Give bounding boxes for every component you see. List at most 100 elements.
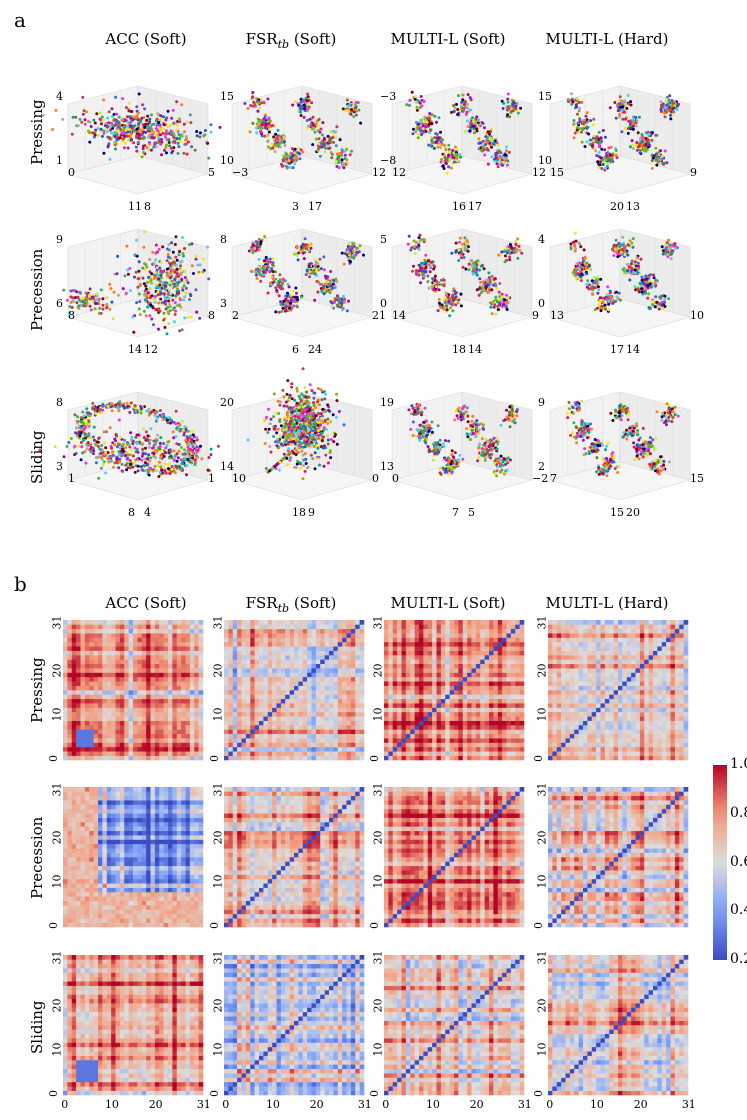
scatter-point <box>349 103 353 107</box>
scatter-point <box>302 441 306 445</box>
scatter-point <box>125 450 129 454</box>
scatter-point <box>135 105 139 109</box>
scatter-point <box>257 101 261 105</box>
scatter-point <box>254 240 258 244</box>
scatter-point <box>595 138 599 142</box>
scatter-point <box>448 314 452 318</box>
scatter-point <box>316 149 320 152</box>
scatter-point <box>450 110 453 114</box>
scatter-point <box>192 451 196 455</box>
scatter-point <box>312 396 316 400</box>
scatter-point <box>658 302 662 306</box>
y-tick: 14 <box>626 343 640 356</box>
scatter-point <box>311 123 315 127</box>
scatter-point <box>500 99 504 103</box>
scatter-point <box>325 287 329 291</box>
scatter-point <box>601 129 605 132</box>
scatter-point <box>455 156 459 160</box>
scatter-point <box>584 114 588 118</box>
scatter-point <box>156 464 160 468</box>
scatter-point <box>268 260 272 264</box>
scatter-point <box>477 137 481 141</box>
scatter-point <box>305 119 309 122</box>
scatter-point <box>347 257 351 260</box>
x-tick: 14 <box>128 343 142 356</box>
scatter-point <box>334 277 338 281</box>
scatter-point <box>436 309 440 313</box>
column-title-base: FSR <box>245 594 278 612</box>
scatter-point <box>138 300 142 304</box>
scatter-point <box>259 242 263 246</box>
scatter-point <box>83 425 87 429</box>
scatter-point <box>90 296 94 300</box>
scatter-point <box>652 273 656 277</box>
scatter-point <box>209 123 213 127</box>
scatter-point <box>661 306 664 310</box>
scatter-point <box>192 443 196 447</box>
scatter-point <box>194 288 198 292</box>
scatter-point <box>330 156 334 160</box>
scatter-point <box>438 301 441 305</box>
scatter-point <box>278 420 282 423</box>
scatter-point <box>149 456 153 460</box>
scatter-point <box>178 465 182 469</box>
scatter-point <box>461 242 465 246</box>
scatter-point <box>582 124 586 128</box>
scatter-point <box>181 452 185 456</box>
scatter-point <box>163 296 167 299</box>
scatter-point <box>350 255 354 259</box>
scatter-point <box>421 264 424 268</box>
scatter-point <box>154 251 158 255</box>
scatter-point <box>502 160 506 164</box>
scatter-point <box>481 280 485 284</box>
scatter-point <box>626 269 630 273</box>
scatter-point <box>105 306 109 310</box>
scatter-point <box>308 408 312 412</box>
scatter-point <box>168 303 171 306</box>
scatter-point <box>583 257 587 261</box>
scatter-point <box>472 119 476 123</box>
scatter-point <box>518 248 522 252</box>
scatter-point <box>442 307 446 311</box>
scatter-point <box>648 282 652 286</box>
scatter-point <box>298 467 302 471</box>
scatter-point <box>661 249 665 253</box>
scatter-point <box>327 283 331 287</box>
scatter-point <box>578 117 582 121</box>
scatter-point <box>606 285 610 289</box>
scatter-point <box>272 135 276 139</box>
scatter-point <box>506 92 510 96</box>
scatter-point <box>454 303 458 307</box>
scatter-point <box>128 466 132 470</box>
scatter-point <box>109 455 113 459</box>
scatter-cell-1-2 <box>390 228 534 338</box>
scatter-point <box>183 456 187 460</box>
scatter-point <box>180 419 184 423</box>
scatter-point <box>626 262 630 266</box>
scatter-point <box>624 117 627 121</box>
scatter-column-title-2: MULTI-L (Soft) <box>368 30 528 48</box>
scatter-point <box>306 92 309 96</box>
scatter-point <box>95 112 99 116</box>
scatter-point <box>283 416 287 420</box>
scatter-point <box>620 243 624 247</box>
scatter-point <box>415 108 419 112</box>
scatter-point <box>596 160 600 164</box>
scatter-point <box>436 136 440 140</box>
scatter-point <box>414 271 418 274</box>
scatter-point <box>165 332 169 336</box>
scatter-point <box>271 263 275 267</box>
scatter-point <box>675 108 679 111</box>
scatter-point <box>510 251 514 255</box>
scatter-point <box>440 303 444 307</box>
scatter-point <box>573 243 576 247</box>
scatter-row-title-pressing: Pressing <box>28 99 46 165</box>
scatter-point <box>416 136 420 140</box>
scatter-point <box>267 267 271 271</box>
scatter-point <box>145 118 149 122</box>
scatter-point <box>188 243 191 247</box>
scatter-point <box>163 469 167 473</box>
scatter-point <box>118 136 122 140</box>
scatter-point <box>141 266 145 270</box>
scatter-point <box>297 146 301 150</box>
